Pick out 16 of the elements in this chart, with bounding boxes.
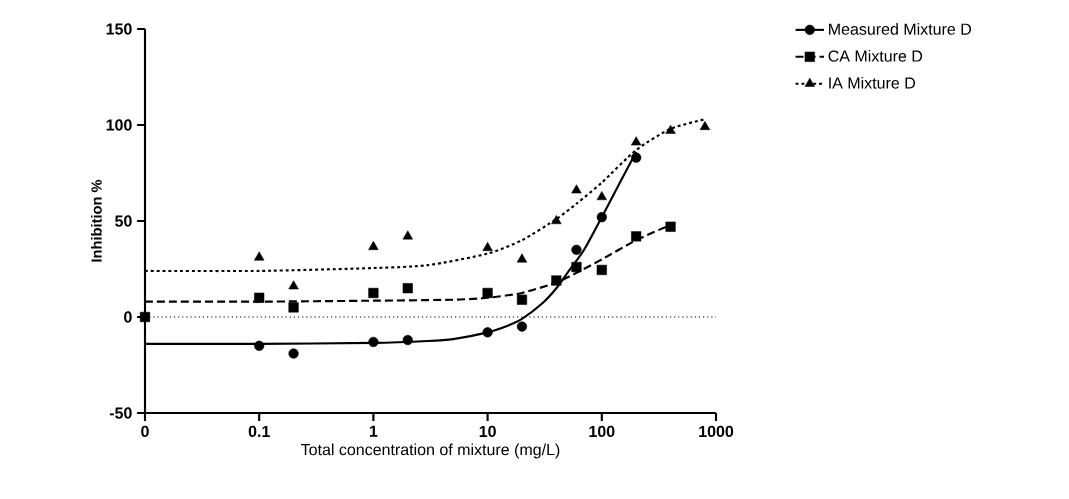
x-tick-label: 100 [589,425,615,438]
y-tick-label: -50 [109,407,132,419]
legend-label: Measured Mixture D [829,23,972,35]
y-axis-title: Inhibition % [91,179,102,262]
legend-label: IA Mixture D [829,76,915,89]
legend-label: CA Mixture D [828,50,923,62]
x-axis-title: Total concentration of mixture (mg/L) [301,443,560,459]
x-tick-label: 0 [141,425,149,438]
x-tick-label: 1000 [699,425,734,438]
y-tick-label: 150 [106,23,132,35]
y-tick-label: 0 [124,311,132,323]
x-tick-label: 0.1 [248,425,270,438]
y-tick-label: 100 [106,119,132,131]
x-tick-label: 10 [479,425,496,438]
y-tick-label: 50 [115,215,132,227]
x-tick-label: 1 [369,425,378,437]
